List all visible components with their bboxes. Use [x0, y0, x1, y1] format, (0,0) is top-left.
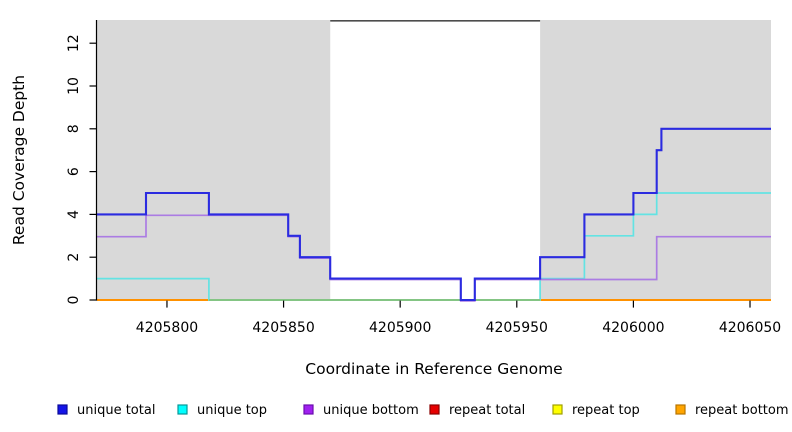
y-tick-label: 6 — [66, 167, 82, 176]
legend-item: repeat bottom — [675, 403, 789, 418]
legend-label: unique top — [197, 403, 267, 418]
x-tick-label: 4205850 — [252, 320, 314, 336]
legend-item: unique total — [57, 403, 155, 418]
legend-label: unique total — [77, 403, 155, 418]
legend-label: repeat total — [449, 403, 525, 418]
plot-shaded-regions — [97, 20, 771, 300]
x-axis-title: Coordinate in Reference Genome — [305, 360, 562, 378]
y-tick-label: 2 — [66, 253, 82, 262]
x-axis: 4205800 4205850 4205900 4205950 4206000 42060… — [136, 300, 781, 336]
x-tick-label: 4205800 — [136, 320, 198, 336]
legend: unique total unique top unique bottom repea… — [57, 403, 789, 418]
legend-label: unique bottom — [323, 403, 419, 418]
x-tick-label: 4205900 — [369, 320, 431, 336]
series-line-unique-total — [97, 127, 771, 302]
y-tick-label: 4 — [66, 210, 82, 219]
legend-swatch — [552, 404, 563, 415]
y-tick-label: 8 — [66, 124, 82, 133]
x-tick-label: 4206000 — [602, 320, 664, 336]
shaded-region — [97, 20, 331, 300]
y-tick-label: 0 — [66, 296, 82, 305]
y-axis-title: Read Coverage Depth — [10, 75, 28, 245]
legend-item: unique bottom — [303, 403, 419, 418]
legend-label: repeat bottom — [695, 403, 789, 418]
legend-swatch — [429, 404, 440, 415]
shaded-region — [540, 20, 771, 300]
legend-label: repeat top — [572, 403, 640, 418]
series-lines — [97, 127, 771, 302]
y-tick-label: 12 — [66, 34, 82, 52]
y-tick-label: 10 — [66, 77, 82, 95]
x-tick-label: 4206050 — [719, 320, 781, 336]
legend-swatch — [177, 404, 188, 415]
legend-swatch — [675, 404, 686, 415]
legend-swatch — [57, 404, 68, 415]
legend-item: repeat top — [552, 403, 640, 418]
x-tick-label: 4205950 — [486, 320, 548, 336]
legend-item: unique top — [177, 403, 267, 418]
y-axis: 0 2 4 6 8 10 12 — [66, 20, 98, 305]
legend-item: repeat total — [429, 403, 525, 418]
legend-swatch — [303, 404, 314, 415]
